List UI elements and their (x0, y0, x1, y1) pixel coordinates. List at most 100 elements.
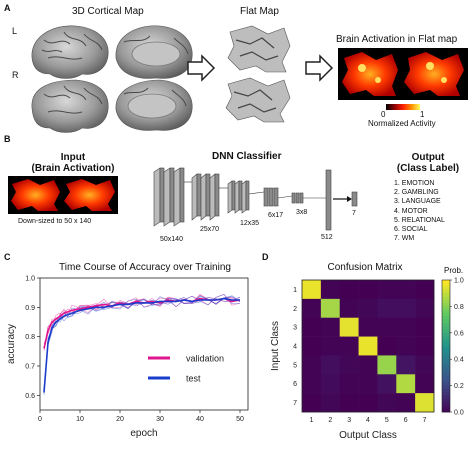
colorbar-max-label: 1 (420, 110, 425, 119)
colorbar-step (442, 283, 450, 287)
colorbar-step (442, 299, 450, 304)
layer-label-7: 7 (352, 210, 356, 217)
heatmap-cell (415, 298, 435, 319)
left-medial-brain (115, 25, 193, 79)
colorbar-step (442, 313, 450, 317)
colorbar-step (442, 329, 450, 334)
heatmap-cell (302, 355, 322, 375)
heatmap-cell (339, 355, 359, 375)
heatmap-cell (358, 280, 378, 300)
colorbar-step (442, 392, 450, 396)
heatmap-cell (396, 298, 416, 319)
accuracy-line-chart: 0 10 20 30 40 50 0.6 0.7 0.8 0.9 1.0 epoch accuracy v… (6, 276, 249, 439)
heatmap-cell (396, 336, 416, 356)
colorbar-step (442, 293, 450, 297)
heatmap-cell (396, 280, 416, 300)
heatmap-cell (377, 374, 397, 394)
colorbar-step (442, 379, 450, 383)
colorbar-step (442, 388, 450, 393)
heatmap-cell (415, 317, 435, 337)
dnn-architecture-diagram (153, 167, 358, 231)
dnn-classifier-title: DNN Classifier (212, 151, 282, 162)
colorbar-step (442, 395, 450, 400)
colorbar-step (442, 342, 450, 347)
y-tick-label: 0.9 (25, 305, 35, 312)
heatmap-cell (339, 336, 359, 356)
class-label-item: 7. WM (394, 235, 415, 243)
heatmap-cell (320, 336, 341, 356)
accuracy-chart-title: Time Course of Accuracy over Training (59, 262, 231, 273)
heatmap-cell (302, 336, 322, 356)
layer-label-6: 512 (321, 234, 333, 241)
cortical-map-title: 3D Cortical Map (72, 6, 144, 17)
heatmap-cell (320, 298, 341, 319)
hemisphere-left-label: L (12, 26, 18, 36)
colorbar-step (442, 303, 450, 307)
heatmap-cell (358, 355, 378, 375)
activation-colorbar (386, 104, 420, 110)
y-tick-label: 0.8 (25, 334, 35, 341)
layer-label-1: 50x140 (160, 236, 183, 243)
heatmap-cell (377, 336, 397, 356)
colorbar-tick-label: 0.0 (454, 410, 464, 417)
heatmap-cell (339, 280, 359, 300)
x-tick-label: 2 (328, 417, 332, 424)
heatmap-cell (302, 374, 322, 394)
process-arrow-1 (187, 54, 216, 82)
heatmap-cell (377, 317, 397, 337)
colorbar-step (442, 369, 450, 373)
colorbar-step (442, 306, 450, 311)
x-tick-label: 1 (309, 417, 313, 424)
colorbar-label: Normalized Activity (368, 119, 436, 128)
panel-d-letter: D (262, 252, 269, 262)
heatmap-cell (339, 393, 359, 413)
colorbar-step (442, 408, 450, 413)
x-tick-label: 6 (404, 417, 408, 424)
heatmap-cell (302, 393, 322, 413)
heatmap-cell (415, 355, 435, 375)
heatmap-cell (377, 280, 397, 300)
right-medial-brain (115, 79, 193, 131)
left-lateral-brain (31, 25, 109, 79)
x-axis-label: Output Class (339, 430, 397, 441)
heatmap-cell (302, 280, 322, 300)
y-tick-label: 0.7 (25, 364, 35, 371)
colorbar-min-label: 0 (381, 110, 386, 119)
colorbar-step (442, 405, 450, 410)
heatmap-cell (377, 355, 397, 375)
y-tick-label: 0.6 (25, 393, 35, 400)
heatmap-frame (301, 279, 435, 413)
legend-label-test: test (186, 374, 201, 384)
colorbar-step (442, 372, 450, 377)
output-title: Output (411, 152, 445, 163)
heatmap-cell (358, 298, 378, 319)
activation-flat-map-image (338, 48, 468, 100)
x-tick-label: 40 (196, 416, 204, 423)
colorbar-tick-label: 1.0 (454, 278, 464, 285)
x-tick-label: 0 (38, 416, 42, 423)
x-tick-label: 7 (423, 417, 427, 424)
x-tick-label: 10 (76, 416, 84, 423)
colorbar-step (442, 355, 450, 360)
x-tick-label: 20 (116, 416, 124, 423)
heatmap-cell (377, 298, 397, 319)
input-activation-image (8, 176, 118, 214)
confusion-colorbar-title: Prob. (444, 266, 464, 275)
colorbar-step (442, 336, 450, 340)
colorbar-step (442, 365, 450, 370)
right-lateral-brain (31, 79, 109, 133)
colorbar-step (442, 332, 450, 337)
class-label-item: 1. EMOTION (394, 180, 435, 187)
y-tick-label: 1 (293, 287, 297, 294)
colorbar-step (442, 402, 450, 406)
heatmap-cell (377, 393, 397, 413)
colorbar-step (442, 322, 450, 327)
class-label-item: 5. RELATIONAL (394, 216, 445, 224)
input-title: Input (60, 152, 86, 163)
hemisphere-right-label: R (12, 70, 19, 80)
y-tick-label: 1.0 (25, 276, 35, 283)
panel-c-letter: C (4, 252, 11, 262)
output-subtitle: (Class Label) (396, 163, 460, 174)
heatmap-cell (320, 355, 341, 375)
panel-b-letter: B (4, 134, 11, 144)
